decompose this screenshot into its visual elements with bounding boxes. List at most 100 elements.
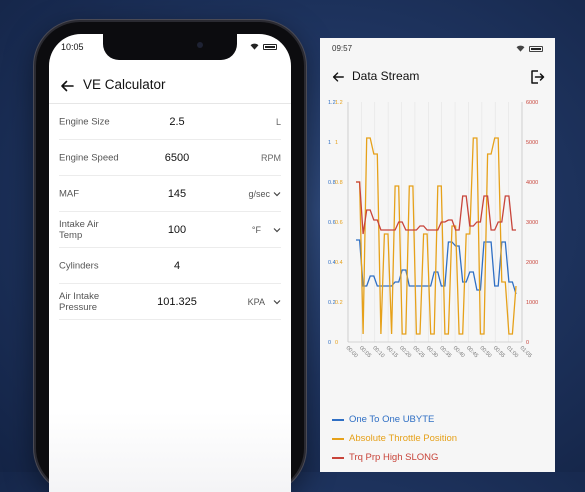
status-bar: 09:57 bbox=[332, 44, 543, 56]
legend-item-torque[interactable]: Trq Prp High SLONG bbox=[332, 448, 547, 467]
page-title: VE Calculator bbox=[83, 77, 166, 92]
back-arrow-icon[interactable] bbox=[59, 78, 75, 94]
battery-icon bbox=[529, 45, 543, 52]
series-line-3 bbox=[356, 181, 516, 235]
app-bar: VE Calculator bbox=[49, 74, 291, 104]
y-tick-label-right: 4000 bbox=[526, 180, 538, 186]
phone-frame-left: 10:05 VE Calculator Engine Size 2.5 L En… bbox=[36, 22, 304, 492]
legend-swatch bbox=[332, 456, 344, 459]
y-tick-label-left-orange: 0.4 bbox=[335, 260, 343, 266]
y-tick-label-left-blue: 1 bbox=[328, 140, 331, 146]
y-tick-label-right: 3000 bbox=[526, 220, 538, 226]
x-tick-label: 00:15 bbox=[385, 345, 399, 359]
x-tick-label: 00:05 bbox=[358, 345, 372, 359]
y-tick-label-left-orange: 0 bbox=[335, 340, 338, 346]
maf-input[interactable]: 145 bbox=[167, 187, 187, 200]
page-title: Data Stream bbox=[352, 69, 420, 83]
ve-calculator-screen: 10:05 VE Calculator Engine Size 2.5 L En… bbox=[49, 34, 291, 492]
y-tick-label-left-blue: 0.2 bbox=[328, 300, 336, 306]
maf-unit-dropdown[interactable]: g/sec bbox=[248, 189, 281, 199]
y-tick-label-left-orange: 1 bbox=[335, 140, 338, 146]
engine-size-row: Engine Size 2.5 L bbox=[59, 104, 281, 140]
legend-label: Absolute Throttle Position bbox=[349, 433, 458, 444]
back-arrow-icon[interactable] bbox=[331, 70, 345, 84]
temp-unit-dropdown[interactable]: °F bbox=[252, 225, 281, 235]
x-tick-label: 00:30 bbox=[425, 345, 439, 359]
y-tick-label-left-blue: 0 bbox=[328, 340, 331, 346]
x-tick-label: 00:50 bbox=[478, 345, 492, 359]
y-tick-label-right: 0 bbox=[526, 340, 529, 346]
legend-swatch bbox=[332, 418, 344, 421]
export-icon[interactable] bbox=[529, 69, 545, 85]
engine-size-label: Engine Size bbox=[59, 116, 110, 127]
engine-size-input[interactable]: 2.5 bbox=[169, 115, 185, 128]
status-bar: 10:05 bbox=[61, 42, 277, 56]
engine-speed-row: Engine Speed 6500 RPM bbox=[59, 140, 281, 176]
temp-unit-value: °F bbox=[251, 224, 261, 235]
engine-speed-unit: RPM bbox=[261, 152, 281, 163]
x-tick-label: 00:00 bbox=[345, 345, 359, 359]
intake-air-temp-input[interactable]: 100 bbox=[167, 223, 187, 236]
cylinders-row: Cylinders 4 bbox=[59, 248, 281, 284]
legend-swatch bbox=[332, 437, 344, 440]
y-tick-label-right: 6000 bbox=[526, 100, 538, 106]
y-tick-label-left-orange: 0.8 bbox=[335, 180, 343, 186]
appbar-divider bbox=[49, 103, 291, 104]
y-tick-label-left-orange: 0.2 bbox=[335, 300, 343, 306]
x-tick-label: 00:40 bbox=[452, 345, 466, 359]
maf-unit-value: g/sec bbox=[248, 188, 270, 199]
data-stream-screen: 09:57 Data Stream 0 0 0 0.2 0.2 1000 0.4 0.4 200… bbox=[320, 38, 555, 472]
y-tick-label-right: 5000 bbox=[526, 140, 538, 146]
pressure-unit-value: KPA bbox=[247, 296, 265, 307]
ve-form: Engine Size 2.5 L Engine Speed 6500 RPM … bbox=[59, 104, 281, 320]
x-tick-label: 00:35 bbox=[438, 345, 452, 359]
chart-legend: One To One UBYTE Absolute Throttle Posit… bbox=[332, 410, 547, 467]
wifi-icon bbox=[250, 43, 259, 50]
y-tick-label-left-orange: 1.2 bbox=[335, 100, 343, 106]
engine-size-unit: L bbox=[275, 116, 281, 127]
status-time: 09:57 bbox=[332, 44, 353, 53]
cylinders-label: Cylinders bbox=[59, 260, 99, 271]
legend-item-throttle[interactable]: Absolute Throttle Position bbox=[332, 429, 547, 448]
cylinders-input[interactable]: 4 bbox=[173, 259, 181, 272]
intake-air-temp-label: Intake Air Temp bbox=[59, 218, 99, 241]
series-line-2 bbox=[356, 137, 517, 335]
maf-row: MAF 145 g/sec bbox=[59, 176, 281, 212]
y-tick-label-left-blue: 0.6 bbox=[328, 220, 336, 226]
status-time: 10:05 bbox=[61, 42, 84, 52]
y-tick-label-right: 1000 bbox=[526, 300, 538, 306]
y-tick-label-left-orange: 0.6 bbox=[335, 220, 343, 226]
x-tick-label: 01:05 bbox=[519, 345, 533, 359]
maf-label: MAF bbox=[59, 188, 80, 199]
app-bar: Data Stream bbox=[320, 68, 555, 90]
chevron-down-icon bbox=[273, 227, 281, 232]
engine-speed-label: Engine Speed bbox=[59, 152, 119, 163]
wifi-icon bbox=[516, 45, 525, 52]
legend-label: Trq Prp High SLONG bbox=[349, 452, 439, 463]
bottom-fade bbox=[49, 412, 291, 492]
y-tick-label-left-blue: 0.4 bbox=[328, 260, 336, 266]
x-tick-label: 00:10 bbox=[371, 345, 385, 359]
battery-icon bbox=[263, 43, 277, 50]
y-tick-label-left-blue: 0.8 bbox=[328, 180, 336, 186]
x-tick-label: 00:25 bbox=[412, 345, 426, 359]
legend-item-ubyte[interactable]: One To One UBYTE bbox=[332, 410, 547, 429]
chevron-down-icon bbox=[273, 191, 281, 196]
y-tick-label-right: 2000 bbox=[526, 260, 538, 266]
x-tick-label: 00:45 bbox=[465, 345, 479, 359]
engine-speed-input[interactable]: 6500 bbox=[164, 151, 190, 164]
x-tick-label: 00:20 bbox=[398, 345, 412, 359]
air-intake-pressure-label: Air Intake Pressure bbox=[59, 290, 100, 313]
chevron-down-icon bbox=[273, 299, 281, 304]
intake-air-temp-row: Intake Air Temp 100 °F bbox=[59, 212, 281, 248]
air-intake-pressure-row: Air Intake Pressure 101.325 KPA bbox=[59, 284, 281, 320]
pressure-unit-dropdown[interactable]: KPA bbox=[248, 297, 281, 307]
data-stream-chart: 0 0 0 0.2 0.2 1000 0.4 0.4 2000 0.6 0.6 3000 0.8 0.8 4… bbox=[326, 96, 550, 396]
phone-notch bbox=[103, 34, 237, 60]
y-tick-label-left-blue: 1.2 bbox=[328, 100, 336, 106]
x-tick-label: 01:00 bbox=[505, 345, 519, 359]
camera-icon bbox=[197, 42, 203, 48]
air-intake-pressure-input[interactable]: 101.325 bbox=[157, 295, 197, 308]
